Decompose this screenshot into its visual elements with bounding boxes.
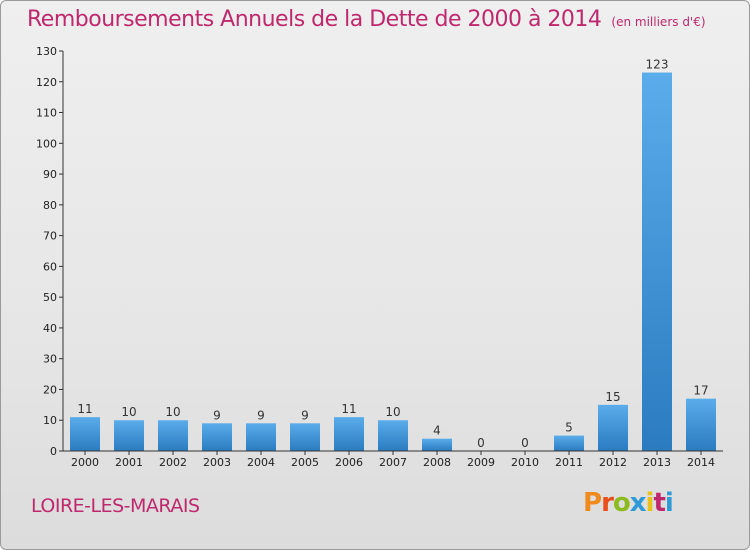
bar-2003 bbox=[202, 423, 232, 451]
x-tick-label-2011: 2011 bbox=[555, 456, 583, 469]
y-tick-label: 30 bbox=[43, 353, 57, 366]
x-tick-label-2003: 2003 bbox=[203, 456, 231, 469]
chart-title: Remboursements Annuels de la Dette de 20… bbox=[27, 7, 706, 32]
y-tick-label: 60 bbox=[43, 260, 57, 273]
data-label-2008: 4 bbox=[433, 424, 441, 438]
data-label-2001: 10 bbox=[121, 405, 136, 419]
y-tick-label: 80 bbox=[43, 199, 57, 212]
proxiti-logo: Proxiti bbox=[583, 488, 674, 518]
x-tick-label-2008: 2008 bbox=[423, 456, 451, 469]
bar-2011 bbox=[554, 435, 584, 451]
logo-letter: t bbox=[653, 488, 665, 518]
bar-2007 bbox=[378, 420, 408, 451]
logo-letter: i bbox=[664, 488, 674, 518]
logo-letter: i bbox=[645, 488, 655, 518]
x-tick-label-2004: 2004 bbox=[247, 456, 275, 469]
bar-2002 bbox=[158, 420, 188, 451]
chart-title-text: Remboursements Annuels de la Dette de 20… bbox=[27, 7, 602, 32]
bar-2013 bbox=[642, 72, 672, 452]
logo-letter: P bbox=[583, 488, 602, 518]
data-label-2000: 11 bbox=[77, 402, 92, 416]
x-tick-label-2013: 2013 bbox=[643, 456, 671, 469]
data-label-2003: 9 bbox=[213, 408, 221, 422]
data-label-2006: 11 bbox=[341, 402, 356, 416]
x-tick-label-2006: 2006 bbox=[335, 456, 363, 469]
y-tick-label: 20 bbox=[43, 383, 57, 396]
y-tick-label: 0 bbox=[50, 445, 57, 458]
logo-letter: o bbox=[612, 488, 631, 518]
data-label-2011: 5 bbox=[565, 421, 573, 435]
data-label-2002: 10 bbox=[165, 405, 180, 419]
bars-layer: 11 10 10 9 9 9 11 10 4 0 0 5 15 123 17 bbox=[70, 58, 716, 452]
data-label-2009: 0 bbox=[477, 436, 485, 450]
logo-letter: r bbox=[601, 488, 614, 518]
x-tick-label-2000: 2000 bbox=[71, 456, 99, 469]
x-tick-label-2012: 2012 bbox=[599, 456, 627, 469]
data-label-2013: 123 bbox=[646, 58, 669, 72]
x-tick-label-2002: 2002 bbox=[159, 456, 187, 469]
x-tick-label-2009: 2009 bbox=[467, 456, 495, 469]
data-label-2012: 15 bbox=[605, 390, 620, 404]
y-tick-label: 50 bbox=[43, 291, 57, 304]
x-tick-label-2010: 2010 bbox=[511, 456, 539, 469]
bar-2000 bbox=[70, 417, 100, 451]
data-label-2010: 0 bbox=[521, 436, 529, 450]
y-tick-label: 40 bbox=[43, 322, 57, 335]
bar-2001 bbox=[114, 420, 144, 451]
bar-2014 bbox=[686, 398, 716, 451]
data-label-2004: 9 bbox=[257, 408, 265, 422]
commune-name: LOIRE-LES-MARAIS bbox=[31, 495, 200, 517]
bar-2006 bbox=[334, 417, 364, 451]
data-label-2005: 9 bbox=[301, 408, 309, 422]
x-tick-label-2014: 2014 bbox=[687, 456, 715, 469]
y-tick-label: 130 bbox=[36, 45, 57, 58]
x-tick-label-2001: 2001 bbox=[115, 456, 143, 469]
logo-letter: x bbox=[629, 488, 647, 518]
y-tick-label: 100 bbox=[36, 137, 57, 150]
y-tick-label: 90 bbox=[43, 168, 57, 181]
data-label-2014: 17 bbox=[693, 384, 708, 398]
data-label-2007: 10 bbox=[385, 405, 400, 419]
y-tick-label: 10 bbox=[43, 414, 57, 427]
y-tick-label: 120 bbox=[36, 76, 57, 89]
bar-2012 bbox=[598, 404, 628, 451]
x-tick-label-2007: 2007 bbox=[379, 456, 407, 469]
y-tick-label: 70 bbox=[43, 230, 57, 243]
bar-2005 bbox=[290, 423, 320, 451]
bar-2004 bbox=[246, 423, 276, 451]
x-tick-label-2005: 2005 bbox=[291, 456, 319, 469]
y-tick-label: 110 bbox=[36, 107, 57, 120]
chart-unit: (en milliers d'€) bbox=[611, 15, 706, 29]
bar-2008 bbox=[422, 438, 452, 451]
